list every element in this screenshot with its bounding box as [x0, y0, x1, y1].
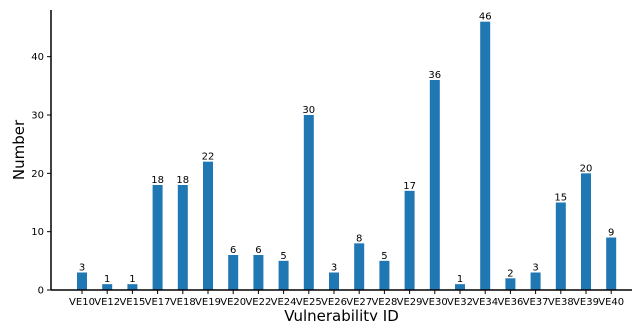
bar-ve28	[379, 260, 390, 290]
x-tick-label: VE20	[220, 297, 246, 308]
bar-ve26	[329, 272, 339, 290]
data-label-ve26: 3	[331, 263, 337, 274]
data-label-ve37: 3	[532, 263, 538, 274]
bar-ve40	[606, 237, 617, 290]
x-tick-label: VE17	[145, 297, 171, 308]
x-tick-label: VE27	[346, 297, 372, 308]
bar-ve15	[127, 284, 138, 290]
data-label-ve15: 1	[129, 274, 135, 285]
x-tick-label: VE29	[397, 297, 423, 308]
data-label-ve10: 3	[79, 263, 85, 274]
x-tick-label: VE24	[271, 297, 297, 308]
x-tick-label: VE39	[573, 297, 599, 308]
y-tick-label: 40	[31, 52, 44, 63]
y-ticks-group: 0 10 20 30 40	[31, 52, 51, 297]
x-tick-label: VE22	[245, 297, 271, 308]
bar-ve36	[505, 278, 516, 290]
bar-ve12	[102, 284, 113, 290]
y-tick-label: 0	[38, 286, 44, 297]
bar-ve32	[455, 284, 465, 290]
bar-ve22	[253, 255, 264, 290]
data-label-ve36: 2	[507, 268, 513, 279]
bar-ve34	[480, 21, 491, 291]
data-label-ve18: 18	[176, 175, 189, 186]
bars-group	[77, 21, 617, 291]
x-tick-label: VE19	[195, 297, 221, 308]
y-axis-title: Number	[10, 119, 28, 180]
data-label-ve25: 30	[302, 105, 315, 116]
x-tick-label: VE26	[321, 297, 347, 308]
bar-ve30	[429, 80, 440, 290]
x-tick-label: VE37	[523, 297, 549, 308]
data-label-ve30: 36	[428, 70, 441, 81]
bar-ve25	[303, 115, 314, 290]
data-label-ve22: 6	[255, 245, 261, 256]
x-tick-label: VE40	[598, 297, 624, 308]
bar-ve39	[581, 173, 591, 290]
data-label-ve19: 22	[202, 152, 215, 163]
data-label-ve40: 9	[608, 228, 614, 239]
bar-ve38	[555, 202, 566, 290]
x-tick-label: VE18	[170, 297, 196, 308]
x-tick-label: VE28	[371, 297, 397, 308]
bar-ve37	[530, 272, 541, 290]
x-tick-label: VE34	[472, 297, 498, 308]
bar-ve17	[152, 185, 163, 290]
bar-ve27	[354, 243, 365, 290]
bar-ve29	[404, 190, 415, 290]
data-label-ve29: 17	[403, 181, 416, 192]
data-label-ve17: 18	[151, 175, 164, 186]
bar-ve24	[278, 260, 289, 290]
x-ticks-group: VE10 VE12 VE15 VE17 VE18 VE19 VE20 VE22 VE24 VE25…	[69, 290, 624, 308]
data-label-ve12: 1	[104, 274, 110, 285]
x-tick-label: VE38	[548, 297, 574, 308]
data-label-ve28: 5	[381, 251, 387, 262]
x-tick-label: VE25	[296, 297, 322, 308]
data-label-ve39: 20	[580, 163, 593, 174]
bar-ve19	[203, 161, 213, 290]
data-label-ve38: 15	[554, 193, 567, 204]
bar-ve20	[228, 255, 239, 290]
x-axis-title: Vulnerability ID	[284, 307, 399, 321]
x-tick-label: VE32	[447, 297, 473, 308]
x-tick-label: VE30	[422, 297, 448, 308]
x-tick-label: VE15	[119, 297, 145, 308]
x-tick-label: VE12	[94, 297, 120, 308]
data-label-ve27: 8	[356, 233, 362, 244]
bar-ve10	[77, 272, 87, 290]
data-label-ve32: 1	[457, 274, 463, 285]
data-labels-group: 3 1 1 18 18 22 6 6 5 30 3 8 5 17 36 1 46 2 3 15 20 9	[79, 12, 615, 285]
data-label-ve20: 6	[230, 245, 236, 256]
y-tick-label: 30	[31, 111, 44, 122]
x-tick-label: VE36	[497, 297, 523, 308]
bar-ve18	[177, 185, 188, 290]
y-tick-label: 10	[31, 227, 44, 238]
y-tick-label: 20	[31, 169, 44, 180]
data-label-ve24: 5	[280, 251, 286, 262]
x-tick-label: VE10	[69, 297, 95, 308]
data-label-ve34: 46	[479, 12, 492, 23]
